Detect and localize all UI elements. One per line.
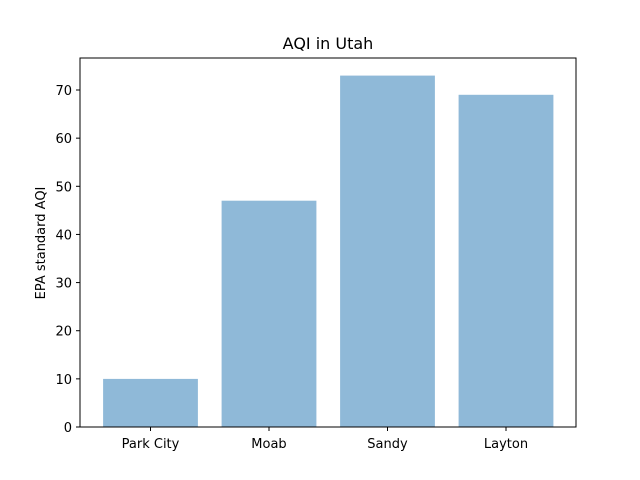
bar-park-city [103, 378, 198, 427]
x-tick-label: Moab [251, 437, 286, 452]
y-tick-label: 0 [64, 421, 72, 436]
y-ticks-group: 0 10 20 30 40 50 60 70 [55, 84, 80, 436]
y-tick-label: 50 [55, 180, 72, 195]
y-tick-label: 20 [55, 325, 72, 340]
bar-layton [458, 94, 554, 428]
plot-frame [79, 57, 577, 428]
x-ticks-group: Park City Moab Sandy Layton [122, 427, 528, 452]
bar-moab [221, 200, 317, 427]
y-tick-label: 60 [55, 132, 72, 147]
y-tick-label: 40 [55, 228, 72, 243]
bars-group [103, 75, 554, 428]
y-tick-label: 70 [55, 84, 72, 99]
x-tick-label: Park City [122, 437, 180, 452]
bar-sandy [340, 75, 435, 427]
y-axis-label: EPA standard AQI [34, 187, 49, 300]
y-tick-label: 30 [55, 277, 72, 292]
y-tick-label: 10 [55, 373, 72, 388]
x-tick-label: Layton [484, 437, 528, 452]
chart-title: AQI in Utah [283, 34, 374, 53]
x-tick-label: Sandy [367, 437, 408, 452]
